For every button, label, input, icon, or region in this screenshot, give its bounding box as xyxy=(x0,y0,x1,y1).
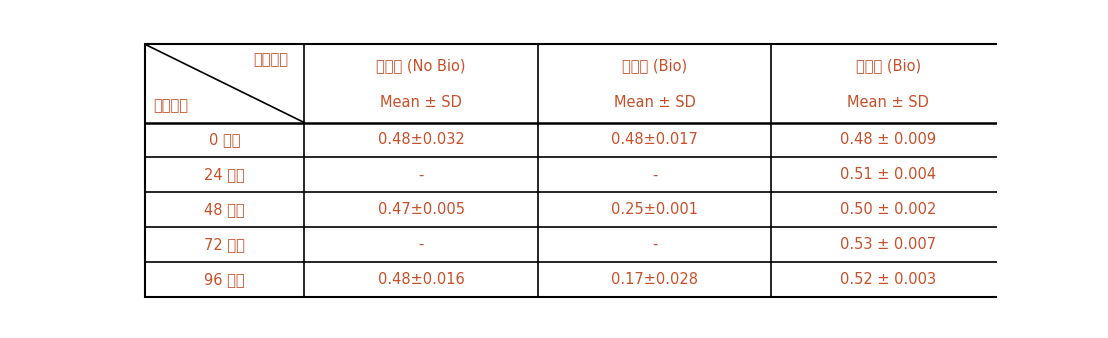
Text: 0.25±0.001: 0.25±0.001 xyxy=(612,202,698,217)
Text: 0.48±0.016: 0.48±0.016 xyxy=(378,272,464,287)
Text: -: - xyxy=(419,237,423,252)
Text: 72 시간: 72 시간 xyxy=(204,237,245,252)
Text: 시험항목: 시험항목 xyxy=(254,53,288,68)
Text: 0.48 ± 0.009: 0.48 ± 0.009 xyxy=(840,132,936,147)
Text: Mean ± SD: Mean ± SD xyxy=(614,95,696,110)
Text: 0.17±0.028: 0.17±0.028 xyxy=(612,272,698,287)
Text: 0.48±0.032: 0.48±0.032 xyxy=(378,132,464,147)
Text: 0.50 ± 0.002: 0.50 ± 0.002 xyxy=(840,202,936,217)
Text: 경과시간: 경과시간 xyxy=(153,98,188,113)
Text: -: - xyxy=(652,237,657,252)
Text: 지수식 (No Bio): 지수식 (No Bio) xyxy=(377,58,465,73)
Text: 지수식 (Bio): 지수식 (Bio) xyxy=(622,58,687,73)
Text: 0 시간: 0 시간 xyxy=(209,132,240,147)
Text: 48 시간: 48 시간 xyxy=(205,202,245,217)
Text: 96 시간: 96 시간 xyxy=(205,272,245,287)
Text: 유수식 (Bio): 유수식 (Bio) xyxy=(855,58,921,73)
Text: 0.48±0.017: 0.48±0.017 xyxy=(612,132,698,147)
Text: 0.47±0.005: 0.47±0.005 xyxy=(378,202,464,217)
Text: -: - xyxy=(652,167,657,183)
Text: -: - xyxy=(419,167,423,183)
Text: Mean ± SD: Mean ± SD xyxy=(380,95,462,110)
Text: Mean ± SD: Mean ± SD xyxy=(848,95,930,110)
Text: 24 시간: 24 시간 xyxy=(204,167,245,183)
Text: 0.51 ± 0.004: 0.51 ± 0.004 xyxy=(840,167,936,183)
Text: 0.52 ± 0.003: 0.52 ± 0.003 xyxy=(840,272,936,287)
Text: 0.53 ± 0.007: 0.53 ± 0.007 xyxy=(840,237,936,252)
